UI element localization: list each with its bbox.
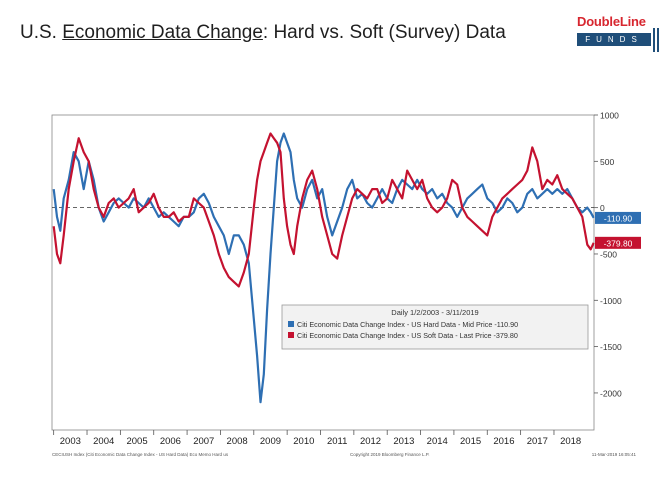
y-tick-label: -1000	[600, 296, 622, 306]
x-tick-label: 2007	[193, 436, 214, 447]
x-tick-label: 2009	[260, 436, 281, 447]
x-tick-label: 2004	[93, 436, 114, 447]
x-tick-label: 2011	[327, 436, 347, 447]
logo-brand: DoubleLine	[577, 14, 646, 29]
plot-area	[51, 114, 595, 431]
economic-data-chart: 1000 500 0 -500 -1000 -1500 -2000 2003 2004 2005 2…	[51, 111, 641, 457]
x-tick-label: 2012	[360, 436, 381, 447]
y-tick-label: -1500	[600, 342, 622, 352]
chart-container: 1000 500 0 -500 -1000 -1500 -2000 2003 2004 2005 2…	[0, 95, 670, 470]
x-tick-label: 2016	[493, 436, 514, 447]
x-tick-label: 2015	[460, 436, 481, 447]
hard-data-last-tag	[595, 211, 641, 224]
legend-header: Daily 1/2/2003 - 3/11/2019	[391, 308, 478, 317]
logo-rule-left	[653, 28, 655, 52]
y-tick-label: 1000	[600, 111, 619, 121]
legend-swatch-soft	[288, 332, 294, 338]
legend-entry-hard: Citi Economic Data Change Index - US Har…	[297, 320, 518, 329]
title-prefix: U.S.	[20, 22, 63, 43]
y-tick-label: -2000	[600, 388, 622, 398]
x-tick-label: 2017	[527, 436, 548, 447]
x-tick-label: 2013	[393, 436, 414, 447]
legend-entry-soft: Citi Economic Data Change Index - US Sof…	[297, 331, 518, 340]
legend-box	[281, 304, 589, 350]
x-tick-label: 2003	[60, 436, 81, 447]
y-tick-label: 0	[600, 203, 605, 213]
hard-data-last-label: -110.90	[604, 213, 632, 223]
page-title: U.S. Economic Data Change: Hard vs. Soft…	[20, 22, 506, 44]
legend-swatch-hard	[288, 321, 294, 327]
x-tick-label: 2006	[160, 436, 181, 447]
y-tick-label: 500	[600, 157, 614, 167]
doubleline-logo: DoubleLine FUNDS	[575, 14, 661, 54]
footer-copyright: Copyright 2019 Bloomberg Finance L.P.	[350, 452, 429, 457]
title-underlined: Economic Data Change	[62, 22, 263, 43]
x-tick-label: 2018	[560, 436, 581, 447]
footer-source: CECIUSH Index (Citi Economic Data Change…	[52, 452, 229, 457]
title-suffix: : Hard vs. Soft (Survey) Data	[262, 22, 506, 43]
logo-rule-right	[657, 28, 659, 52]
soft-data-last-tag	[595, 236, 641, 249]
x-tick-label: 2014	[427, 436, 448, 447]
x-tick-label: 2008	[227, 436, 248, 447]
x-tick-label: 2010	[293, 436, 314, 447]
x-tick-label: 2005	[126, 436, 147, 447]
footer-timestamp: 11-Mar-2019 16:05:41	[592, 452, 637, 457]
soft-data-last-label: -379.80	[604, 238, 633, 248]
y-tick-label: -500	[600, 249, 617, 259]
soft-data-line	[52, 132, 595, 288]
logo-sub: FUNDS	[577, 33, 651, 46]
